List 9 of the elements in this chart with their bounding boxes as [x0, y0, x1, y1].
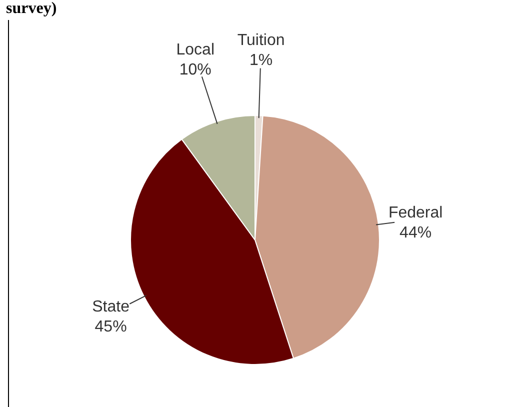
- data-label: 10%: [179, 61, 212, 78]
- data-label: 44%: [400, 224, 432, 242]
- slice-label: Local: [176, 41, 214, 58]
- data-label: 1%: [250, 52, 273, 70]
- chart-title: survey): [6, 0, 57, 18]
- data-label: 45%: [94, 318, 127, 336]
- slice-label: State: [92, 298, 130, 316]
- slice-label: Federal: [388, 204, 443, 222]
- slice-label: Tuition: [237, 32, 285, 50]
